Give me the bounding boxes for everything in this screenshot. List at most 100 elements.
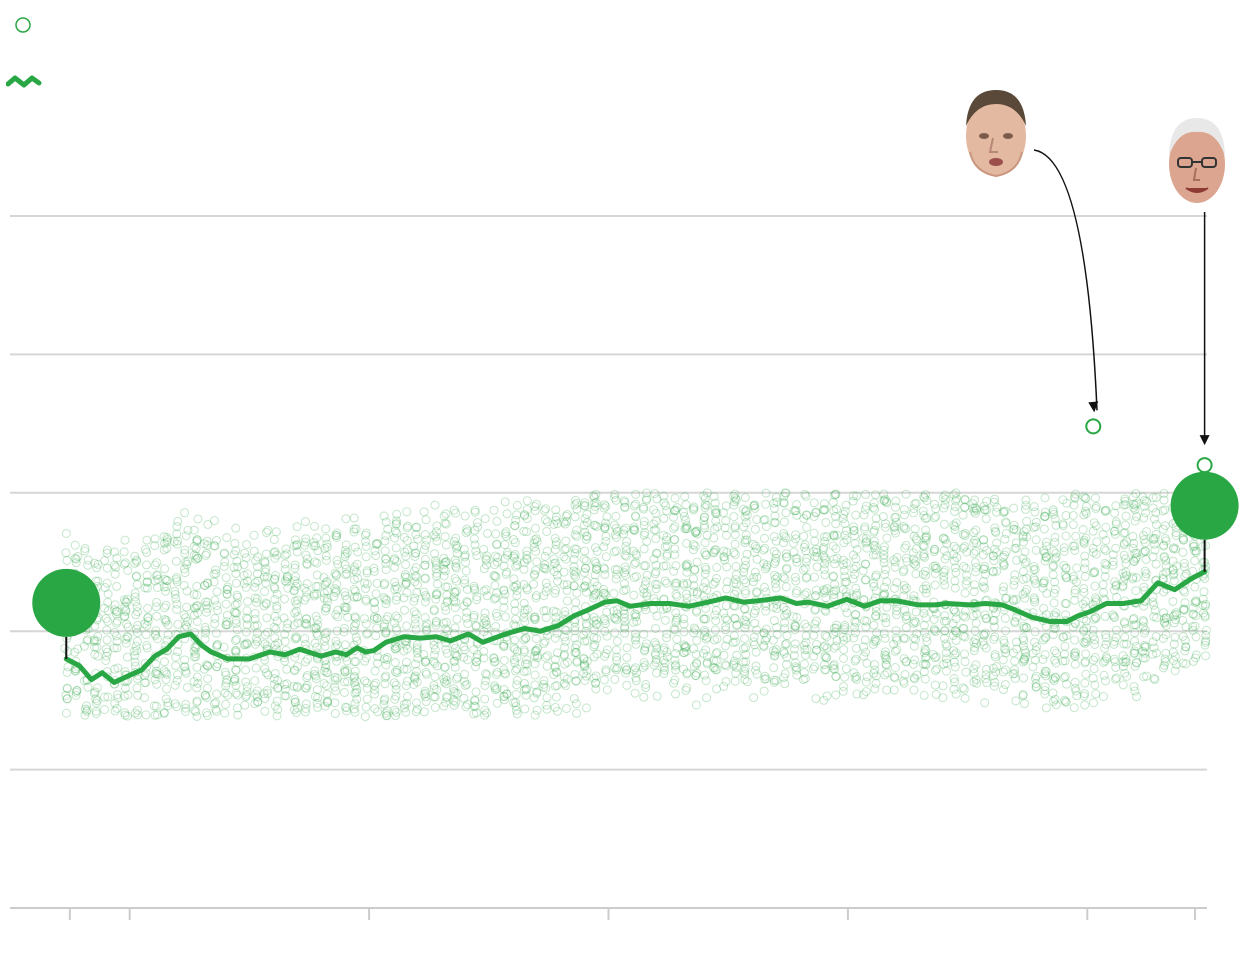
member-dot (802, 510, 812, 520)
member-dot (1051, 700, 1061, 710)
member-dot (1138, 547, 1148, 557)
oldest-member-dot-2023 (1196, 457, 1213, 474)
member-dot (622, 546, 632, 556)
member-dot (1099, 544, 1109, 554)
member-dot (381, 517, 391, 527)
member-dot (1109, 611, 1119, 621)
member-dot (1048, 696, 1058, 706)
member-dot (651, 525, 661, 535)
member-dot (243, 614, 253, 624)
member-dot (322, 539, 332, 549)
member-dot (1170, 610, 1180, 620)
member-dot (1168, 611, 1178, 621)
member-dot (1150, 674, 1160, 684)
member-dot (242, 576, 252, 586)
member-dot (921, 660, 931, 670)
member-dot (1151, 529, 1161, 539)
member-dot (101, 613, 111, 623)
member-dot (740, 669, 750, 679)
member-dot (90, 687, 100, 697)
member-dot (471, 702, 481, 712)
member-dot (142, 535, 152, 545)
member-dot (551, 537, 561, 547)
member-dot (271, 527, 281, 537)
member-dot (512, 709, 522, 719)
member-dot (429, 680, 439, 690)
member-dot (239, 640, 249, 650)
member-dot (861, 501, 871, 511)
member-dot (702, 585, 712, 595)
member-dot (819, 542, 829, 552)
member-dot (812, 547, 822, 557)
member-dot (191, 551, 201, 561)
member-dot (151, 631, 161, 641)
member-dot (111, 609, 121, 619)
member-dot (549, 559, 559, 569)
member-dot (542, 700, 552, 710)
member-dot (949, 520, 959, 530)
member-dot (972, 609, 982, 619)
member-dot (750, 547, 760, 557)
member-dot (123, 622, 133, 632)
member-dot (1068, 541, 1078, 551)
member-dot (729, 631, 739, 641)
member-dot (539, 506, 549, 516)
member-dot (499, 561, 509, 571)
member-dot (1149, 673, 1159, 683)
member-dot (362, 579, 372, 589)
member-dot (609, 613, 619, 623)
member-dot (402, 545, 412, 555)
member-dot (689, 587, 699, 597)
member-dot (899, 678, 909, 688)
member-dot (791, 506, 801, 516)
member-dot (832, 553, 842, 563)
member-dot (769, 663, 779, 673)
member-dot (479, 613, 489, 623)
member-dot (590, 570, 600, 580)
member-dot (672, 613, 682, 623)
member-dot (1058, 519, 1068, 529)
member-dot (372, 658, 382, 668)
member-dot (980, 561, 990, 571)
member-dot (141, 630, 151, 640)
member-dot (779, 531, 789, 541)
member-dot (919, 620, 929, 630)
member-dot (670, 493, 680, 503)
member-dot (270, 584, 280, 594)
member-dot (590, 678, 600, 688)
member-dot (153, 710, 163, 720)
member-dot (1048, 507, 1058, 517)
member-dot (889, 521, 899, 531)
member-dot (1061, 573, 1071, 583)
member-dot (729, 548, 739, 558)
member-dot (522, 666, 532, 676)
member-dot (1040, 669, 1050, 679)
member-dot (301, 614, 311, 624)
member-dot (1090, 493, 1100, 503)
member-dot (629, 524, 639, 534)
member-dot (681, 646, 691, 656)
member-dot (741, 506, 751, 516)
member-dot (471, 662, 481, 672)
member-dot (592, 581, 602, 591)
member-dot (740, 535, 750, 545)
member-dot (770, 556, 780, 566)
member-dot (132, 580, 142, 590)
member-dot (1091, 549, 1101, 559)
member-dot (759, 628, 769, 638)
member-dot (361, 528, 371, 538)
member-dot (772, 629, 782, 639)
member-dot (571, 572, 581, 582)
member-dot (940, 580, 950, 590)
member-dot (1181, 569, 1191, 579)
member-dot (219, 549, 229, 559)
member-dot (829, 663, 839, 673)
member-dot (622, 665, 632, 675)
member-dot (110, 698, 120, 708)
member-dot (1149, 514, 1159, 524)
member-dot (1129, 499, 1139, 509)
member-dot (881, 497, 891, 507)
member-dot (92, 696, 102, 706)
member-dot (801, 491, 811, 501)
member-dot (840, 519, 850, 529)
